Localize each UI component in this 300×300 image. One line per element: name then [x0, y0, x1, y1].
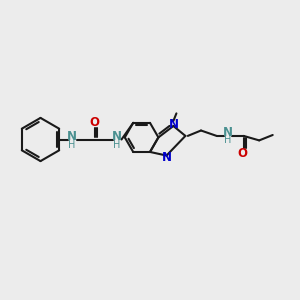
- Text: N: N: [161, 152, 172, 164]
- Text: H: H: [224, 135, 232, 145]
- Text: H: H: [68, 140, 76, 150]
- Text: O: O: [237, 147, 247, 160]
- Text: N: N: [67, 130, 77, 143]
- Text: H: H: [113, 140, 121, 150]
- Text: N: N: [223, 126, 233, 139]
- Text: N: N: [168, 118, 178, 131]
- Text: O: O: [89, 116, 100, 129]
- Text: N: N: [112, 130, 122, 143]
